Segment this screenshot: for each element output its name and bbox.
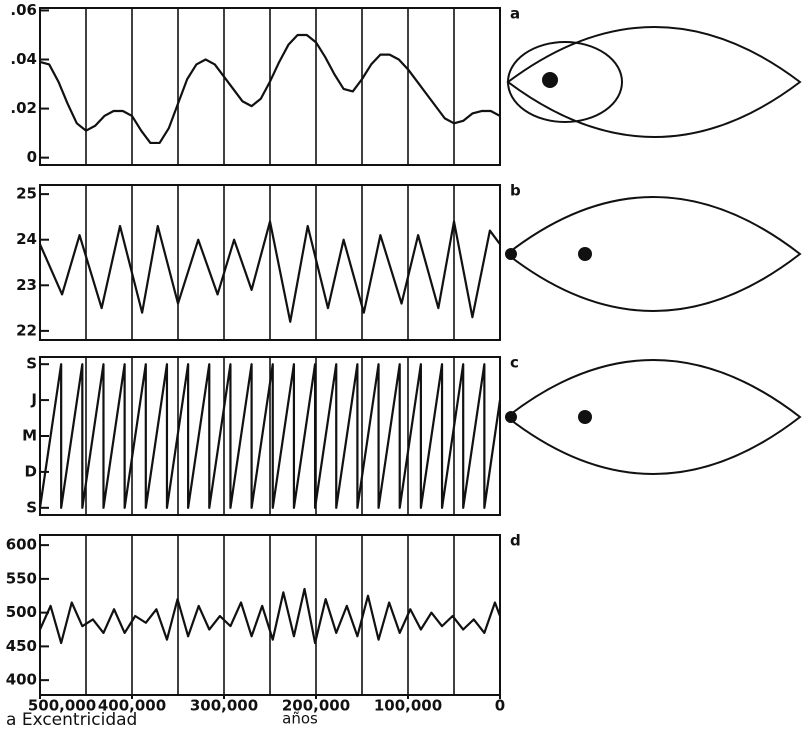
y-tick-label: 23	[16, 276, 37, 294]
x-axis-label: años	[282, 710, 318, 728]
y-tick-label: S	[26, 498, 37, 516]
sun	[578, 247, 592, 261]
orbit-ellipse	[505, 359, 802, 475]
y-tick-label: 22	[16, 321, 37, 339]
y-tick-label: 600	[6, 536, 37, 554]
panel-label: c	[510, 354, 519, 372]
data-line	[38, 587, 502, 645]
y-tick-label: .06	[10, 1, 37, 19]
orbit-diagrams	[505, 26, 802, 475]
x-tick-label: 200,000	[282, 697, 350, 715]
orbit-ellipse	[506, 26, 802, 138]
y-tick-label: J	[30, 391, 37, 409]
y-tick-label: 450	[6, 637, 37, 655]
y-tick-label: .02	[10, 99, 37, 117]
y-tick-label: D	[25, 462, 37, 480]
y-tick-label: 24	[16, 230, 37, 248]
y-tick-label: 550	[6, 569, 37, 587]
y-tick-label: M	[22, 427, 37, 445]
sun	[542, 72, 558, 88]
footnote: a Excentricidad	[6, 710, 137, 730]
x-tick-label: 300,000	[190, 697, 258, 715]
sun	[578, 410, 592, 424]
y-tick-label: 25	[16, 185, 37, 203]
y-tick-label: .04	[10, 50, 37, 68]
earth	[505, 248, 517, 260]
data-line	[39, 33, 501, 145]
data-line	[38, 363, 502, 509]
y-tick-label: S	[26, 355, 37, 373]
y-tick-label: 400	[6, 671, 37, 689]
x-tick-label: 500,000	[28, 697, 96, 715]
data-line	[38, 220, 501, 323]
x-tick-label: 100,000	[374, 697, 442, 715]
y-tick-label: 0	[27, 148, 37, 166]
y-tick-label: 500	[6, 603, 37, 621]
orbit-ellipse	[507, 41, 623, 123]
panel-label: a	[510, 5, 520, 23]
x-tick-label: 0	[495, 697, 505, 715]
panel-label: d	[510, 532, 521, 550]
earth	[505, 411, 517, 423]
orbit-ellipse	[505, 196, 802, 312]
panel-label: b	[510, 182, 521, 200]
x-tick-label: 400,000	[98, 697, 166, 715]
